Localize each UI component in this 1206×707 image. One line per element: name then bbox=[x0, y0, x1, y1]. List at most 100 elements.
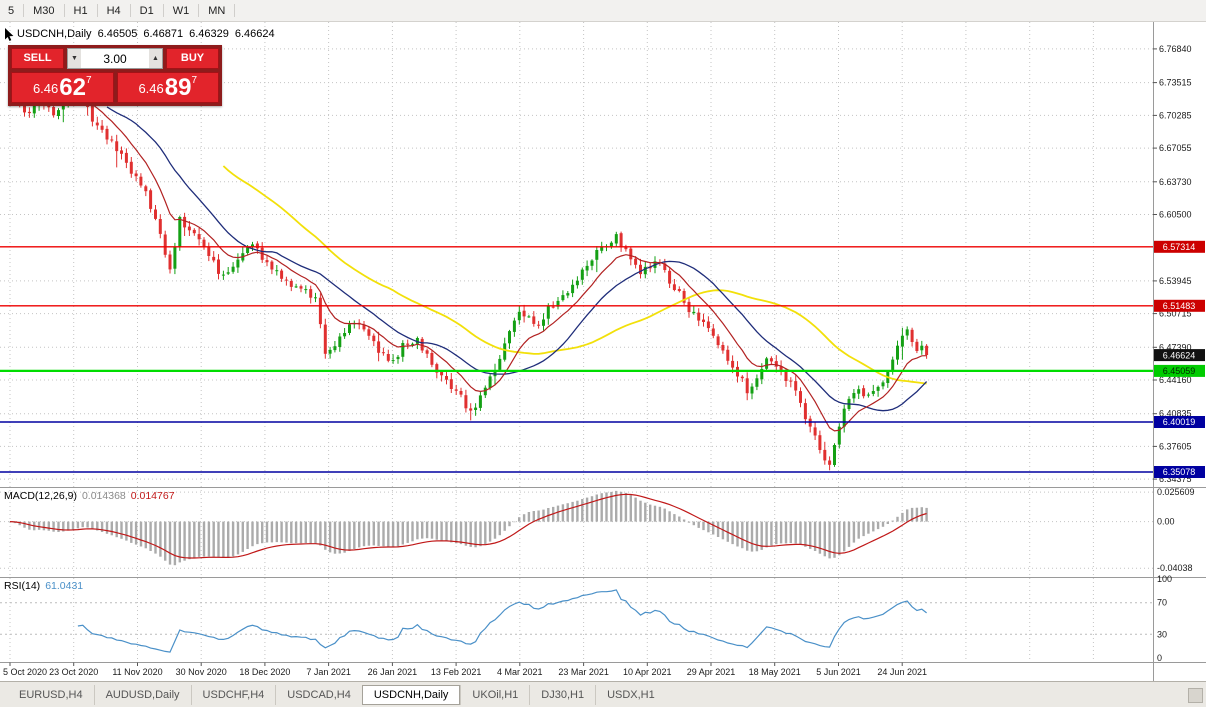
volume-decrease-button[interactable]: ▼ bbox=[68, 49, 81, 68]
rsi-name: RSI(14) bbox=[4, 580, 41, 592]
toolbar-separator bbox=[96, 4, 98, 17]
buy-price-figure: 6.46 bbox=[138, 81, 164, 96]
svg-text:6.45059: 6.45059 bbox=[1163, 366, 1196, 376]
volume-input[interactable] bbox=[81, 49, 149, 68]
window-resize-grip[interactable] bbox=[1188, 688, 1203, 703]
svg-text:70: 70 bbox=[1157, 598, 1167, 608]
svg-text:6.40019: 6.40019 bbox=[1163, 417, 1196, 427]
timeframe-button-h1[interactable]: H1 bbox=[73, 4, 88, 17]
buy-price-button[interactable]: 6.46 89 7 bbox=[116, 72, 219, 103]
chart-tab-dj30-h1[interactable]: DJ30,H1 bbox=[529, 684, 595, 705]
svg-text:30: 30 bbox=[1157, 629, 1167, 639]
macd-name: MACD(12,26,9) bbox=[4, 490, 77, 502]
chart-tab-usdcad-h4[interactable]: USDCAD,H4 bbox=[275, 684, 362, 705]
svg-text:6.51483: 6.51483 bbox=[1163, 301, 1196, 311]
chart-title: USDCNH,Daily bbox=[17, 28, 92, 40]
toolbar-separator bbox=[129, 4, 131, 17]
svg-text:5 Jun 2021: 5 Jun 2021 bbox=[816, 667, 861, 677]
mouse-cursor-icon bbox=[5, 28, 14, 41]
svg-text:6.44160: 6.44160 bbox=[1159, 375, 1192, 385]
buy-price-pips: 89 bbox=[164, 74, 192, 101]
chart-ohlc-header: USDCNH,Daily 6.46505 6.46871 6.46329 6.4… bbox=[17, 28, 275, 40]
timeframe-button-mn[interactable]: MN bbox=[208, 4, 226, 17]
macd-indicator: 0.025609 0.00 -0.04038 bbox=[0, 487, 1195, 573]
chart-tab-eurusd-h4[interactable]: EURUSD,H4 bbox=[19, 688, 83, 701]
svg-text:-0.04038: -0.04038 bbox=[1157, 563, 1193, 573]
buy-button[interactable]: BUY bbox=[166, 48, 219, 69]
svg-text:6.34375: 6.34375 bbox=[1159, 474, 1192, 484]
timeframe-button-m30[interactable]: M30 bbox=[33, 4, 55, 17]
timeframe-button-d1[interactable]: D1 bbox=[139, 4, 154, 17]
chart-tab-usdchf-h4[interactable]: USDCHF,H4 bbox=[190, 684, 276, 705]
svg-text:26 Jan 2021: 26 Jan 2021 bbox=[368, 667, 418, 677]
sell-price-button[interactable]: 6.46 62 7 bbox=[11, 72, 114, 103]
svg-text:6.40835: 6.40835 bbox=[1159, 409, 1192, 419]
svg-text:0: 0 bbox=[1157, 653, 1162, 663]
svg-text:6.67055: 6.67055 bbox=[1159, 143, 1192, 153]
support-resistance-lines[interactable] bbox=[0, 246, 1153, 473]
svg-text:5 Oct 2020: 5 Oct 2020 bbox=[3, 667, 47, 677]
timeframe-button-h4[interactable]: H4 bbox=[106, 4, 121, 17]
svg-text:23 Oct 2020: 23 Oct 2020 bbox=[49, 667, 98, 677]
sell-price-point: 7 bbox=[85, 75, 92, 86]
svg-text:6.53945: 6.53945 bbox=[1159, 276, 1192, 286]
svg-text:30 Nov 2020: 30 Nov 2020 bbox=[176, 667, 227, 677]
price-scale[interactable]: 6.76840 6.73515 6.70285 6.67055 6.63730 6.605… bbox=[1153, 44, 1205, 484]
chart-tabs-bar: EURUSD,H4 AUDUSD,Daily USDCHF,H4 USDCAD,H4 U… bbox=[0, 681, 1206, 707]
svg-text:6.70285: 6.70285 bbox=[1159, 110, 1192, 120]
svg-text:11 Nov 2020: 11 Nov 2020 bbox=[112, 667, 162, 677]
svg-text:7 Jan 2021: 7 Jan 2021 bbox=[306, 667, 351, 677]
toolbar-separator bbox=[198, 4, 200, 17]
sell-price-pips: 62 bbox=[59, 74, 86, 101]
svg-text:13 Feb 2021: 13 Feb 2021 bbox=[431, 667, 482, 677]
ohlc-high: 6.46871 bbox=[143, 28, 184, 40]
timeframe-toolbar: 5 M30 H1 H4 D1 W1 MN bbox=[0, 0, 1206, 22]
volume-field: ▼ ▲ bbox=[67, 48, 163, 69]
buy-price-point: 7 bbox=[191, 75, 198, 86]
sell-price-figure: 6.46 bbox=[32, 81, 59, 96]
ohlc-open: 6.46505 bbox=[97, 28, 138, 40]
svg-text:6.60500: 6.60500 bbox=[1159, 210, 1192, 220]
time-axis[interactable]: 5 Oct 2020 23 Oct 2020 11 Nov 2020 30 Nov 2… bbox=[3, 662, 927, 678]
timeframe-button-5[interactable]: 5 bbox=[8, 4, 15, 17]
svg-text:6.57314: 6.57314 bbox=[1163, 242, 1196, 252]
toolbar-separator bbox=[23, 4, 25, 17]
macd-value-signal: 0.014767 bbox=[130, 490, 175, 502]
macd-value-main: 0.014368 bbox=[81, 490, 126, 502]
svg-text:100: 100 bbox=[1157, 574, 1172, 584]
svg-text:6.37605: 6.37605 bbox=[1159, 441, 1192, 451]
chart-area: 0.025609 0.00 -0.04038 100 70 30 0 5 Oct 2020 23… bbox=[0, 22, 1206, 681]
svg-text:6.63730: 6.63730 bbox=[1159, 177, 1192, 187]
toolbar-separator bbox=[162, 4, 164, 17]
timeframe-button-w1[interactable]: W1 bbox=[172, 4, 190, 17]
svg-text:10 Apr 2021: 10 Apr 2021 bbox=[623, 667, 672, 677]
one-click-trading-panel: SELL ▼ ▲ BUY 6.46 62 7 6.46 89 7 bbox=[8, 45, 222, 106]
sell-button[interactable]: SELL bbox=[11, 48, 64, 69]
svg-text:24 Jun 2021: 24 Jun 2021 bbox=[877, 667, 927, 677]
volume-increase-button[interactable]: ▲ bbox=[149, 49, 162, 68]
svg-text:6.35078: 6.35078 bbox=[1163, 467, 1196, 477]
ohlc-low: 6.46329 bbox=[189, 28, 229, 40]
toolbar-separator bbox=[63, 4, 65, 17]
rsi-header: RSI(14) 61.0431 bbox=[4, 580, 83, 592]
ohlc-close: 6.46624 bbox=[234, 28, 275, 40]
svg-text:0.025609: 0.025609 bbox=[1157, 487, 1195, 497]
svg-text:0.00: 0.00 bbox=[1157, 517, 1175, 527]
rsi-indicator: 100 70 30 0 bbox=[0, 574, 1172, 663]
chart-tab-usdx-h1[interactable]: USDX,H1 bbox=[595, 684, 666, 705]
svg-text:23 Mar 2021: 23 Mar 2021 bbox=[558, 667, 609, 677]
svg-text:6.46624: 6.46624 bbox=[1163, 350, 1196, 360]
toolbar-separator bbox=[234, 4, 236, 17]
svg-text:4 Mar 2021: 4 Mar 2021 bbox=[497, 667, 543, 677]
chart-tab-usdcnh-daily[interactable]: USDCNH,Daily bbox=[361, 684, 461, 705]
rsi-value: 61.0431 bbox=[45, 580, 84, 592]
chart-tab-ukoil-h1[interactable]: UKOil,H1 bbox=[460, 684, 529, 705]
svg-text:18 Dec 2020: 18 Dec 2020 bbox=[239, 667, 290, 677]
chart-tab-audusd-daily[interactable]: AUDUSD,Daily bbox=[93, 684, 191, 705]
macd-header: MACD(12,26,9) 0.014368 0.014767 bbox=[4, 490, 175, 502]
svg-text:6.76840: 6.76840 bbox=[1159, 44, 1192, 54]
svg-text:29 Apr 2021: 29 Apr 2021 bbox=[687, 667, 736, 677]
svg-text:18 May 2021: 18 May 2021 bbox=[749, 667, 801, 677]
